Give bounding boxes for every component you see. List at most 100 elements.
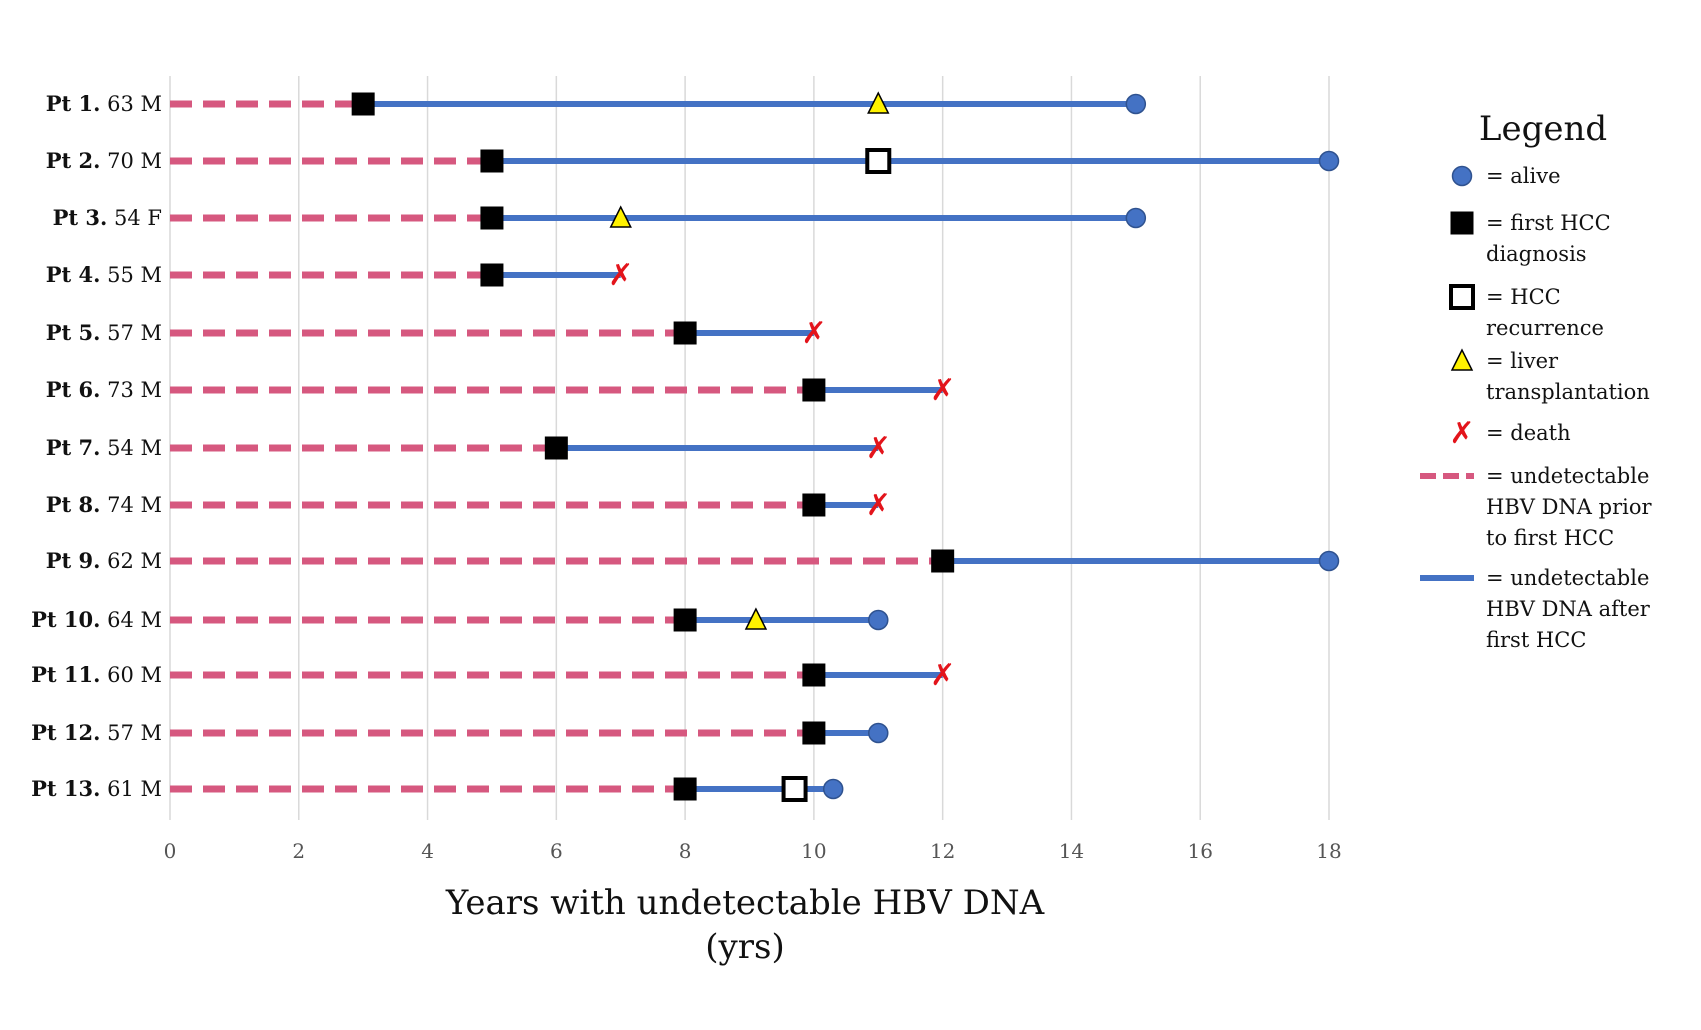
patient-info: 74 M: [100, 493, 162, 517]
patient-label: Pt 12. 57 M: [31, 720, 162, 745]
patient-info: 73 M: [100, 378, 162, 402]
patient-id: Pt 7.: [46, 435, 101, 460]
alive-marker: [868, 722, 889, 744]
patient-info: 70 M: [100, 149, 162, 173]
transplant-legend-icon: [1450, 348, 1474, 371]
first-hcc-marker: [673, 321, 697, 345]
patient-info: 61 M: [100, 777, 162, 801]
legend-text: to first HCC: [1486, 526, 1614, 550]
alive-marker: [1125, 207, 1147, 229]
legend-item-death: ✗ = death: [1449, 416, 1570, 451]
patient-row: Pt 11. 60 M ✗: [31, 658, 955, 693]
x-tick-label: 16: [1187, 839, 1212, 863]
patient-info: 57 M: [100, 721, 162, 745]
first-hcc-marker: [480, 149, 504, 173]
legend-text: HBV DNA prior: [1486, 495, 1652, 519]
first-hcc-marker: [544, 436, 568, 460]
patient-row: Pt 5. 57 M ✗: [46, 316, 827, 351]
death-marker: ✗: [866, 431, 891, 466]
patient-id: Pt 8.: [46, 492, 101, 517]
patient-label: Pt 3. 54 F: [53, 205, 162, 230]
patient-id: Pt 1.: [46, 91, 101, 116]
patient-id: Pt 2.: [46, 148, 101, 173]
death-marker: ✗: [866, 488, 891, 523]
x-tick-label: 4: [421, 839, 434, 863]
x-tick-label: 12: [930, 839, 955, 863]
patient-row: Pt 4. 55 M ✗: [46, 258, 634, 293]
legend-text: = liver: [1486, 349, 1559, 373]
patient-id: Pt 6.: [46, 377, 101, 402]
patient-row: Pt 13. 61 M: [31, 776, 844, 802]
x-tick-label: 18: [1316, 839, 1341, 863]
patient-label: Pt 11. 60 M: [31, 662, 162, 687]
x-axis-ticks: 0 2 4 6 8 10 12 14 16 18: [164, 839, 1342, 863]
death-marker: ✗: [930, 658, 955, 693]
alive-marker: [1125, 93, 1147, 115]
x-tick-label: 10: [801, 839, 826, 863]
first-hcc-marker: [802, 663, 826, 687]
legend-text: = death: [1486, 421, 1571, 445]
x-tick-label: 14: [1059, 839, 1084, 863]
recurrence-legend-icon: [1449, 284, 1475, 310]
x-tick-label: 6: [550, 839, 563, 863]
patient-info: 57 M: [100, 321, 162, 345]
patient-label: Pt 1. 63 M: [46, 91, 162, 116]
first-hcc-marker: [802, 493, 826, 517]
transplant-marker: [867, 91, 890, 114]
x-tick-label: 0: [164, 839, 177, 863]
legend-item-post_hcc: = undetectable HBV DNA after first HCC: [1420, 566, 1651, 652]
first-hcc-marker: [480, 206, 504, 230]
legend-item-first_hcc: = first HCC diagnosis: [1450, 211, 1611, 266]
x-tick-label: 8: [679, 839, 692, 863]
death-marker: ✗: [930, 373, 955, 408]
alive-marker: [1318, 150, 1340, 172]
transplant-marker: [744, 607, 768, 630]
patient-id: Pt 5.: [46, 320, 101, 345]
first-hcc-legend-icon: [1450, 211, 1474, 235]
legend: Legend = alive = first HCC diagnosis = HCC r…: [1420, 109, 1652, 652]
patient-id: Pt 13.: [31, 776, 100, 801]
legend-text: = alive: [1486, 164, 1561, 188]
legend-text: first HCC: [1486, 628, 1586, 652]
alive-legend-icon: [1451, 165, 1473, 187]
legend-text: recurrence: [1486, 316, 1604, 340]
patient-info: 62 M: [100, 549, 162, 573]
patient-label: Pt 8. 74 M: [46, 492, 162, 517]
patient-row: Pt 7. 54 M ✗: [46, 431, 891, 466]
transplant-marker: [609, 205, 632, 228]
patient-label: Pt 9. 62 M: [46, 548, 162, 573]
legend-item-recurrence: = HCC recurrence: [1449, 284, 1604, 340]
patient-label: Pt 2. 70 M: [46, 148, 162, 173]
patient-id: Pt 3.: [53, 205, 108, 230]
legend-text: transplantation: [1486, 380, 1650, 404]
patient-id: Pt 9.: [46, 548, 101, 573]
hcc-recurrence-marker: [865, 148, 892, 174]
patient-label: Pt 7. 54 M: [46, 435, 162, 460]
legend-text: diagnosis: [1486, 242, 1587, 266]
death-marker: ✗: [608, 258, 633, 293]
legend-item-transplant: = liver transplantation: [1450, 348, 1650, 404]
hcc-recurrence-marker: [781, 776, 808, 802]
patient-row: Pt 1. 63 M: [46, 91, 1147, 116]
patient-row: Pt 6. 73 M ✗: [46, 373, 956, 408]
x-axis-label-line1: Years with undetectable HBV DNA: [445, 883, 1045, 923]
patient-info: 55 M: [100, 263, 162, 287]
legend-text: = undetectable: [1486, 566, 1649, 590]
death-legend-icon: ✗: [1449, 416, 1474, 451]
x-axis-label-line2: (yrs): [705, 927, 784, 967]
legend-text: = first HCC: [1486, 211, 1611, 235]
legend-title: Legend: [1479, 109, 1607, 149]
patient-row: Pt 2. 70 M: [46, 148, 1340, 174]
patient-info: 64 M: [100, 608, 162, 632]
patient-info: 54 M: [100, 436, 162, 460]
alive-marker: [868, 609, 889, 631]
legend-item-pre_hcc: = undetectable HBV DNA prior to first HCC: [1420, 464, 1652, 550]
first-hcc-marker: [673, 608, 697, 632]
x-tick-label: 2: [292, 839, 305, 863]
patient-id: Pt 4.: [46, 262, 101, 287]
first-hcc-marker: [802, 721, 826, 745]
first-hcc-marker: [351, 92, 375, 116]
first-hcc-marker: [480, 263, 504, 287]
patient-row: Pt 9. 62 M: [46, 548, 1340, 573]
